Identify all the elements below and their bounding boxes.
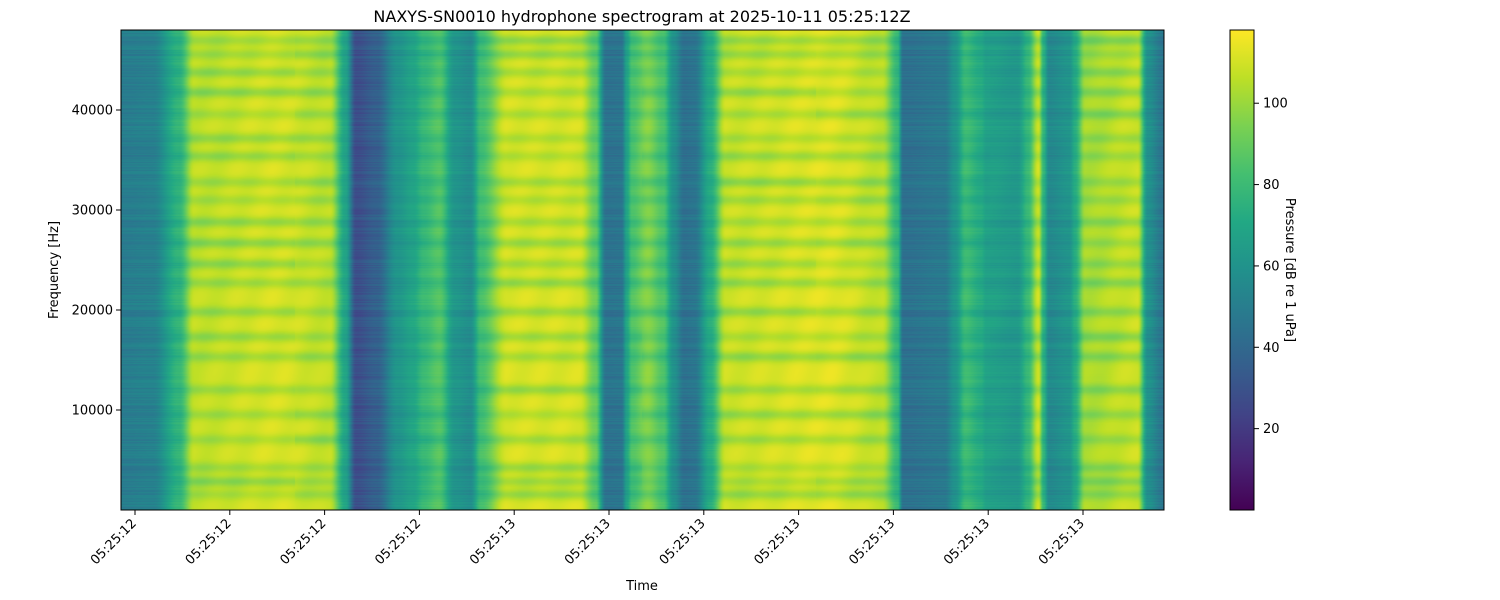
y-axis-label: Frequency [Hz]: [47, 221, 62, 319]
colorbar-tick-label: 60: [1263, 259, 1280, 274]
colorbar-tick-label: 40: [1263, 341, 1280, 356]
chart-title: NAXYS-SN0010 hydrophone spectrogram at 2…: [373, 7, 910, 26]
colorbar-tick-label: 100: [1263, 97, 1288, 112]
x-tick-label: 05:25:13: [467, 516, 519, 568]
heatmap-plot-area: [120, 29, 1165, 511]
y-tick-label: 20000: [72, 304, 113, 319]
y-axis: 10000 20000 30000 40000: [72, 104, 121, 419]
x-tick-label: 05:25:12: [88, 516, 140, 568]
colorbar-label: Pressure [dB re 1 uPa]: [1282, 198, 1297, 342]
y-tick-label: 10000: [72, 404, 113, 419]
x-tick-label: 05:25:13: [562, 516, 614, 568]
colorbar: 20 40 60 80 100 Pressure [dB re 1 uPa]: [1229, 29, 1297, 511]
colorbar-ticks: 20 40 60 80 100: [1254, 97, 1288, 437]
x-axis: 05:25:12 05:25:12 05:25:12 05:25:12 05:25:13…: [88, 510, 1088, 568]
heatmap-canvas: [121, 30, 1164, 510]
colorbar-gradient: [1229, 29, 1255, 511]
x-tick-label: 05:25:13: [846, 516, 898, 568]
x-axis-label: Time: [625, 579, 658, 594]
x-tick-label: 05:25:12: [278, 516, 330, 568]
x-tick-label: 05:25:13: [657, 516, 709, 568]
y-tick-label: 40000: [72, 104, 113, 119]
x-tick-label: 05:25:12: [183, 516, 235, 568]
colorbar-tick-label: 80: [1263, 178, 1280, 193]
x-tick-label: 05:25:13: [941, 516, 993, 568]
x-tick-label: 05:25:13: [752, 516, 804, 568]
x-tick-label: 05:25:13: [1036, 516, 1088, 568]
x-tick-label: 05:25:12: [372, 516, 424, 568]
plot-frame: [120, 29, 1165, 511]
colorbar-tick-label: 20: [1263, 422, 1280, 437]
y-tick-label: 30000: [72, 204, 113, 219]
